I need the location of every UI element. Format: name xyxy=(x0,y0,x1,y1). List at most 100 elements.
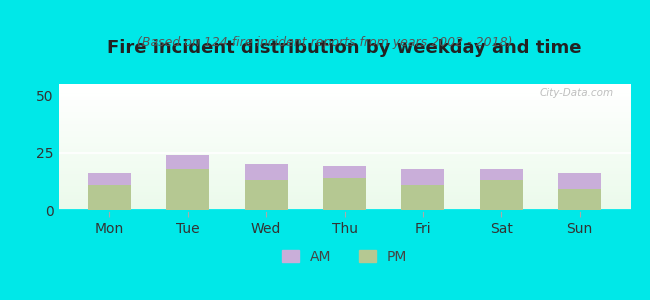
Bar xyxy=(58,175,630,176)
Bar xyxy=(58,181,630,182)
Bar xyxy=(58,130,630,131)
Bar xyxy=(58,150,630,151)
Bar xyxy=(58,208,630,209)
Bar xyxy=(558,189,601,210)
Bar xyxy=(58,129,630,130)
Bar xyxy=(58,103,630,104)
Bar xyxy=(58,127,630,128)
Bar xyxy=(58,122,630,123)
Bar xyxy=(58,95,630,96)
Bar xyxy=(58,126,630,127)
Bar xyxy=(58,200,630,201)
Bar xyxy=(58,131,630,132)
Bar xyxy=(58,109,630,110)
Bar xyxy=(58,180,630,181)
Bar xyxy=(401,169,445,185)
Bar xyxy=(58,134,630,135)
Bar xyxy=(58,191,630,192)
Bar xyxy=(58,120,630,121)
Bar xyxy=(58,156,630,157)
Bar xyxy=(58,179,630,180)
Bar xyxy=(166,155,209,169)
Bar xyxy=(58,201,630,202)
Bar xyxy=(58,101,630,102)
Bar xyxy=(58,96,630,97)
Bar xyxy=(58,207,630,208)
Bar xyxy=(58,164,630,165)
Bar xyxy=(58,88,630,89)
Bar xyxy=(58,105,630,106)
Bar xyxy=(323,167,366,178)
Bar xyxy=(58,172,630,173)
Bar xyxy=(58,154,630,155)
Bar xyxy=(58,140,630,141)
Bar xyxy=(58,94,630,95)
Bar xyxy=(58,117,630,118)
Bar xyxy=(58,124,630,125)
Bar xyxy=(58,182,630,183)
Bar xyxy=(58,163,630,164)
Bar xyxy=(58,137,630,138)
Bar xyxy=(58,202,630,203)
Bar xyxy=(558,173,601,189)
Bar xyxy=(58,114,630,115)
Bar xyxy=(58,190,630,191)
Bar xyxy=(58,112,630,113)
Bar xyxy=(58,97,630,98)
Bar xyxy=(58,168,630,169)
Bar xyxy=(58,162,630,163)
Bar xyxy=(58,165,630,166)
Bar xyxy=(58,86,630,87)
Bar xyxy=(58,87,630,88)
Bar xyxy=(58,118,630,119)
Bar xyxy=(58,138,630,139)
Bar xyxy=(58,104,630,105)
Bar xyxy=(58,110,630,111)
Bar xyxy=(58,90,630,91)
Title: Fire incident distribution by weekday and time: Fire incident distribution by weekday an… xyxy=(107,39,582,57)
Bar xyxy=(480,169,523,180)
Bar xyxy=(58,141,630,142)
Bar xyxy=(58,100,630,101)
Bar xyxy=(58,147,630,148)
Bar xyxy=(58,198,630,199)
Bar xyxy=(58,206,630,207)
Bar xyxy=(58,197,630,198)
Bar xyxy=(88,173,131,185)
Bar xyxy=(58,178,630,179)
Bar xyxy=(58,183,630,184)
Bar xyxy=(58,142,630,143)
Bar xyxy=(58,102,630,103)
Bar xyxy=(58,153,630,154)
Bar xyxy=(58,196,630,197)
Bar xyxy=(58,113,630,114)
Bar xyxy=(58,189,630,190)
Bar xyxy=(58,152,630,153)
Bar xyxy=(58,166,630,167)
Bar xyxy=(58,125,630,126)
Bar xyxy=(58,119,630,120)
Bar xyxy=(58,89,630,90)
Bar xyxy=(88,185,131,210)
Bar xyxy=(244,164,288,180)
Bar xyxy=(58,92,630,93)
Bar xyxy=(58,171,630,172)
Bar xyxy=(58,149,630,150)
Bar xyxy=(58,107,630,108)
Legend: AM, PM: AM, PM xyxy=(282,250,407,263)
Bar xyxy=(58,158,630,159)
Bar xyxy=(58,199,630,200)
Bar xyxy=(58,116,630,117)
Bar xyxy=(58,151,630,152)
Bar xyxy=(480,180,523,210)
Bar xyxy=(58,176,630,177)
Bar xyxy=(58,106,630,107)
Bar xyxy=(58,186,630,187)
Bar xyxy=(58,185,630,186)
Bar xyxy=(58,85,630,86)
Bar xyxy=(58,209,630,210)
Bar xyxy=(58,111,630,112)
Bar xyxy=(58,115,630,116)
Bar xyxy=(58,187,630,188)
Bar xyxy=(58,155,630,156)
